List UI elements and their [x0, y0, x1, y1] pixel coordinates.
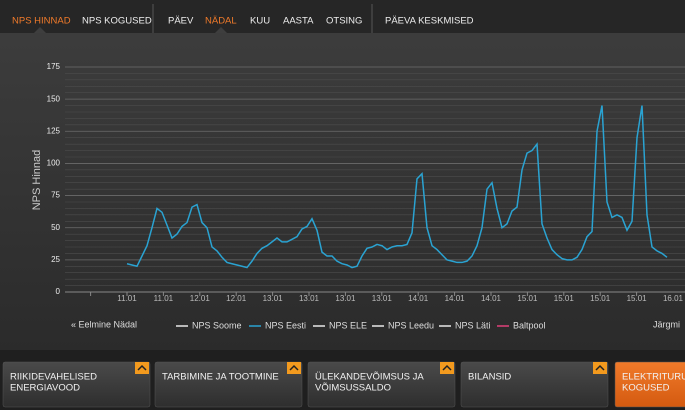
tile-bg — [2, 361, 151, 408]
tile-caret — [442, 364, 452, 371]
prev-link[interactable]: « Eelmine Nädal — [71, 319, 137, 329]
y-tick-label: 75 — [51, 191, 60, 200]
y-tick-label: 0 — [56, 287, 61, 296]
tile-label: ENERGIAVOOD — [10, 383, 80, 394]
nav-pointer — [34, 27, 46, 33]
legend-label: NPS Leedu — [388, 320, 434, 330]
x-tick-label: 16.01 — [663, 294, 684, 303]
legend-label: NPS Soome — [192, 320, 242, 330]
next-link[interactable]: Järgmi — [653, 319, 680, 329]
legend-label: Baltpool — [513, 320, 546, 330]
x-tick-label: 11.01 — [154, 294, 174, 303]
nav-item[interactable]: PÄEV — [168, 16, 194, 27]
x-tick-label: 15.01 — [554, 294, 575, 303]
tile-toggle[interactable] — [135, 362, 149, 374]
y-tick-label: 100 — [47, 159, 61, 168]
x-tick-label: 13.01 — [299, 294, 320, 303]
x-tick-label: 13.01 — [263, 294, 284, 303]
x-tick-label: 14.01 — [408, 294, 429, 303]
nav-item[interactable]: PÄEVA KESKMISED — [385, 16, 474, 27]
legend-label: NPS Läti — [455, 320, 491, 330]
y-tick-label: 125 — [47, 126, 61, 135]
tile-caret — [289, 364, 299, 371]
tile-caret — [137, 364, 147, 371]
tile-label: RIIKIDEVAHELISED — [10, 372, 97, 383]
tile-toggle[interactable] — [593, 362, 607, 374]
content: NPS HINNAD NPS KOGUSED PÄEV NÄDAL KUU AASTA OT… — [2, 16, 685, 408]
series-line — [126, 105, 668, 269]
tile-bg — [460, 361, 609, 408]
x-tick-label: 15.01 — [517, 294, 538, 303]
tile-label: ÜLEKANDEVÕIMSUS JA — [315, 372, 424, 383]
x-tick-label: 13.01 — [335, 294, 356, 303]
y-axis-label: NPS Hinnad — [31, 150, 43, 211]
y-tick-label: 25 — [51, 255, 60, 264]
tile-caret — [595, 364, 605, 371]
nav-bar — [0, 0, 685, 33]
y-tick-label: 50 — [51, 223, 60, 232]
tile-bg — [614, 361, 685, 408]
x-tick-label: 14.01 — [445, 294, 466, 303]
legend-label: NPS ELE — [329, 320, 367, 330]
tile-label: VÕIMSUSSALDO — [315, 383, 391, 394]
x-tick-label: 15.01 — [590, 294, 611, 303]
x-tick-label: 14.01 — [481, 294, 502, 303]
tile-label: ELEKTRITURU — [622, 372, 685, 383]
tile[interactable]: BILANSID — [460, 361, 609, 408]
x-tick-label: 13.01 — [372, 294, 393, 303]
x-tick-label: 12.01 — [190, 294, 211, 303]
nav-item[interactable]: NPS KOGUSED — [82, 16, 152, 27]
nav-pointer — [215, 27, 227, 33]
nav-item[interactable]: KUU — [250, 16, 270, 27]
tile-label: BILANSID — [468, 372, 511, 383]
tile-label: KOGUSED — [622, 383, 670, 394]
tile-label: TARBIMINE JA TOOTMINE — [162, 372, 279, 383]
y-tick-label: 150 — [47, 94, 61, 103]
nav-item[interactable]: OTSING — [326, 16, 362, 27]
x-tick-label: 11.01 — [117, 294, 137, 303]
tile[interactable]: TARBIMINE JA TOOTMINE — [154, 361, 303, 408]
nav-item[interactable]: NÄDAL — [205, 16, 237, 27]
x-tick-label: 15.01 — [627, 294, 648, 303]
tile-bg — [307, 361, 456, 408]
y-tick-label: 175 — [47, 62, 61, 71]
tile-toggle[interactable] — [440, 362, 454, 374]
x-tick-label: 12.01 — [226, 294, 247, 303]
tile-bg — [154, 361, 303, 408]
legend-label: NPS Eesti — [265, 320, 306, 330]
nav-item[interactable]: NPS HINNAD — [12, 16, 71, 27]
tile-toggle[interactable] — [287, 362, 301, 374]
nav-item[interactable]: AASTA — [283, 16, 314, 27]
